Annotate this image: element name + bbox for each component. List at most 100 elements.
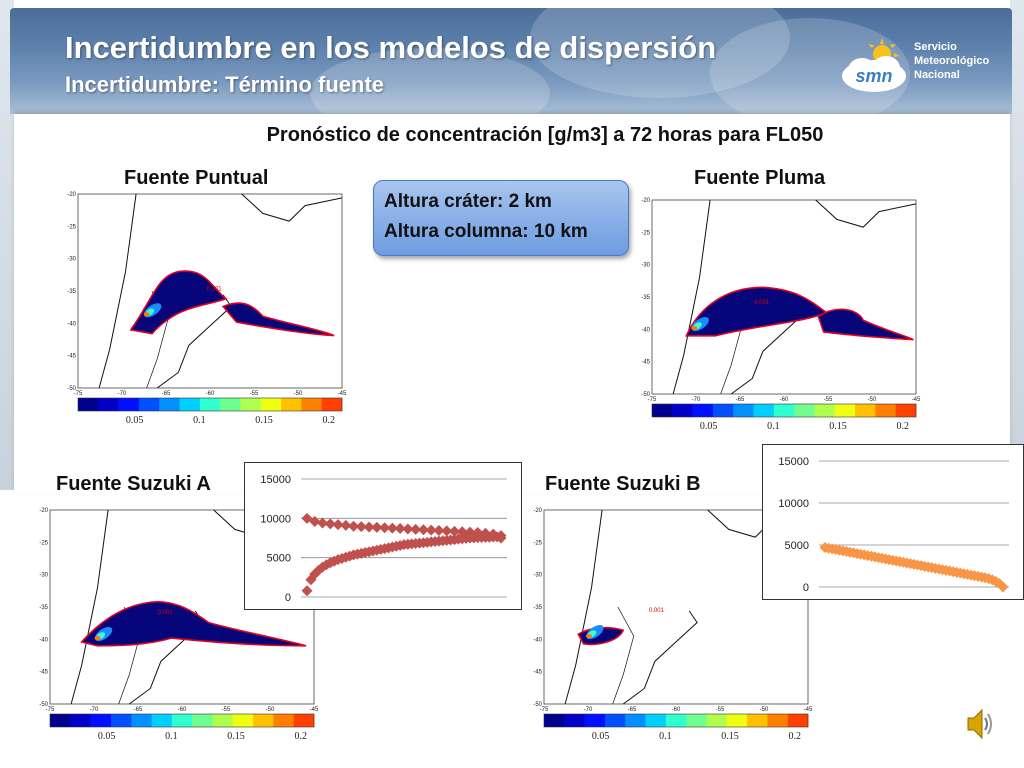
contour-label: 0.001 [754, 300, 770, 306]
speaker-icon[interactable] [966, 706, 996, 742]
map-ytick-label: -35 [641, 295, 650, 301]
map-ytick-label: -30 [533, 573, 542, 579]
colorbar-segment [652, 404, 673, 417]
colorbar-segment [787, 714, 809, 727]
map-ytick-label: -30 [67, 257, 76, 263]
map-xtick-label: -45 [804, 707, 813, 713]
map-ytick-label: -30 [641, 263, 650, 269]
right-edge [1010, 0, 1024, 490]
colorbar-segment [875, 404, 896, 417]
column-height: Altura columna: 10 km [384, 221, 588, 242]
data-point [324, 518, 336, 530]
map-xtick-label: -50 [294, 391, 303, 397]
map-ytick-label: -45 [39, 670, 48, 676]
colorbar-segment [138, 398, 160, 411]
data-point [355, 521, 367, 533]
colorbar-segment [232, 714, 254, 727]
colorbar-segment [834, 404, 856, 417]
data-point [402, 523, 414, 535]
label-fuente-pluma: Fuente Pluma [694, 167, 826, 189]
colorbar-segment [706, 714, 728, 727]
map-xtick-label: -50 [868, 397, 877, 403]
data-point [410, 523, 422, 535]
colorbar-segment [625, 714, 646, 727]
colorbar-segment [895, 404, 917, 417]
colorbar-segment [220, 398, 241, 411]
map-xtick-label: -75 [46, 707, 55, 713]
colorbar-tick-label: 0.15 [227, 731, 245, 742]
map-xtick-label: -65 [736, 397, 745, 403]
colorbar-segment [645, 714, 667, 727]
map-fuente-puntual: 0.001 -20 -25 -30 -35 -40 -45 -50 -75 -70 -65 -60 -5… [60, 188, 360, 428]
colorbar-segment [293, 714, 315, 727]
ash-plume [817, 308, 914, 341]
colorbar-segment [159, 398, 180, 411]
colorbar-segment [855, 404, 876, 417]
map-xtick-label: -55 [250, 391, 259, 397]
colorbar-tick-label: 0.1 [193, 415, 206, 426]
suzuki-b-profile-chart: 15000 10000 5000 0 [762, 444, 1024, 600]
map-ytick-label: -45 [67, 354, 76, 360]
map-xtick-label: -70 [692, 397, 701, 403]
map-xtick-label: -50 [760, 707, 769, 713]
map-xtick-label: -75 [74, 391, 83, 397]
data-point [320, 559, 332, 571]
colorbar-segment [70, 714, 91, 727]
ytick-label: 10000 [260, 513, 291, 525]
map-ytick-label: -35 [67, 289, 76, 295]
ytick-label: 5000 [785, 540, 809, 552]
data-point [479, 527, 491, 539]
colorbar-segment [110, 714, 132, 727]
colorbar-segment [131, 714, 152, 727]
colorbar-segment [50, 714, 71, 727]
map-ytick-label: -50 [533, 702, 542, 708]
colorbar-segment [321, 398, 343, 411]
logo-text: Servicio Meteorológico Nacional [914, 40, 989, 82]
ytick-label: 0 [285, 592, 291, 604]
suzuki-a-profile-chart: 15000 10000 5000 0 [244, 462, 522, 610]
map-ytick-label: -40 [67, 321, 76, 327]
colorbar-segment [665, 714, 687, 727]
map-xtick-label: -50 [266, 707, 275, 713]
map-xtick-label: -60 [780, 397, 789, 403]
contour-label: 0.001 [649, 608, 665, 614]
colorbar-segment [726, 714, 748, 727]
data-point [394, 523, 406, 535]
colorbar-tick-label: 0.05 [98, 731, 116, 742]
data-point [309, 568, 321, 580]
slide-title: Incertidumbre en los modelos de dispersi… [65, 30, 717, 65]
colorbar-segment [686, 714, 707, 727]
colorbar-segment [672, 404, 693, 417]
data-point [495, 530, 507, 542]
colorbar-tick-label: 0.15 [721, 731, 739, 742]
data-point [348, 520, 360, 532]
map-xtick-label: -45 [912, 397, 921, 403]
main-title: Pronóstico de concentración [g/m3] a 72 … [266, 124, 824, 146]
ash-plume [221, 302, 335, 337]
colorbar-segment [733, 404, 754, 417]
colorbar-segment [584, 714, 606, 727]
colorbar-tick-label: 0.1 [767, 421, 780, 432]
ytick-label: 15000 [778, 456, 809, 468]
data-point [993, 578, 1005, 590]
smn-logo: smn Servicio Meteorológico Nacional [838, 36, 1008, 108]
label-fuente-suzuki-a: Fuente Suzuki A [56, 473, 211, 495]
label-fuente-suzuki-b: Fuente Suzuki B [545, 473, 701, 495]
colorbar-segment [78, 398, 99, 411]
logo-line-2: Meteorológico [914, 55, 990, 67]
map-xtick-label: -75 [540, 707, 549, 713]
colorbar-segment [179, 398, 201, 411]
ytick-label: 5000 [267, 553, 291, 565]
map-ytick-label: -20 [533, 508, 542, 514]
colorbar-tick-label: 0.1 [659, 731, 672, 742]
colorbar-segment [171, 714, 193, 727]
data-point [309, 515, 321, 527]
header-cloud [310, 48, 550, 114]
colorbar-segment [767, 714, 788, 727]
map-ytick-label: -35 [39, 605, 48, 611]
colorbar-segment [747, 714, 768, 727]
colorbar-segment [712, 404, 734, 417]
map-xtick-label: -75 [648, 397, 657, 403]
data-point [340, 519, 352, 531]
data-point [363, 521, 375, 533]
